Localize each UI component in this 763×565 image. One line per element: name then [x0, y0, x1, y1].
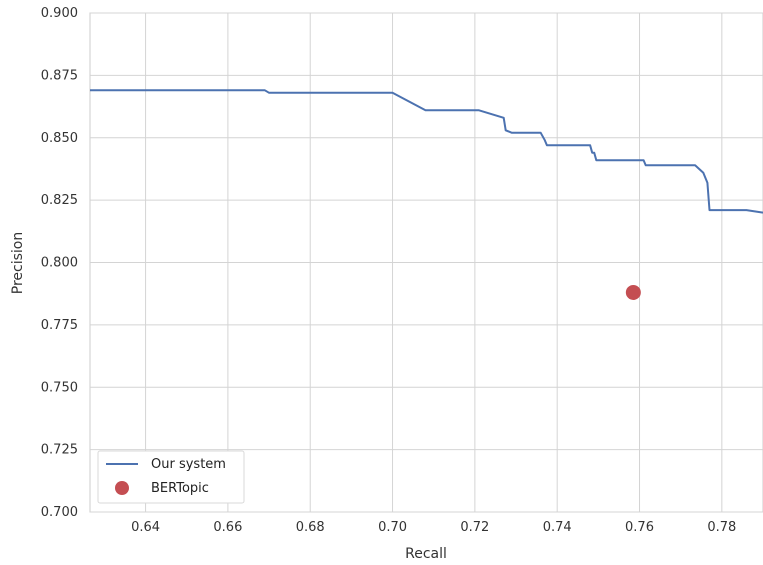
y-tick-label: 0.775: [41, 318, 78, 333]
y-tick-label: 0.875: [41, 68, 78, 83]
y-tick-label: 0.850: [41, 131, 78, 146]
x-tick-label: 0.76: [625, 520, 654, 535]
x-tick-labels: 0.64 0.66 0.68 0.70 0.72 0.74 0.76 0.78: [131, 520, 736, 535]
x-tick-label: 0.72: [460, 520, 489, 535]
x-tick-label: 0.66: [213, 520, 242, 535]
x-tick-label: 0.68: [296, 520, 325, 535]
x-tick-label: 0.78: [707, 520, 736, 535]
y-tick-label: 0.700: [41, 505, 78, 520]
data-point-bertopic: [625, 284, 641, 300]
x-tick-label: 0.64: [131, 520, 160, 535]
y-axis-title: Precision: [10, 232, 26, 294]
legend-label-bertopic: BERTopic: [151, 481, 209, 496]
series-line-our-system: [90, 89, 763, 214]
y-tick-label: 0.750: [41, 380, 78, 395]
y-tick-label: 0.725: [41, 443, 78, 458]
x-tick-label: 0.74: [543, 520, 572, 535]
y-tick-label: 0.900: [41, 6, 78, 21]
y-tick-labels: 0.700 0.725 0.750 0.775 0.800 0.825 0.850 0.875…: [41, 6, 78, 520]
grid: [90, 12, 763, 513]
legend-label-our-system: Our system: [151, 457, 226, 472]
x-tick-label: 0.70: [378, 520, 407, 535]
y-tick-label: 0.825: [41, 193, 78, 208]
y-tick-label: 0.800: [41, 256, 78, 271]
series-layer: [90, 89, 763, 300]
x-axis-title: Recall: [405, 546, 447, 562]
legend: Our system BERTopic: [97, 450, 245, 504]
legend-swatch-bertopic: [115, 481, 129, 495]
